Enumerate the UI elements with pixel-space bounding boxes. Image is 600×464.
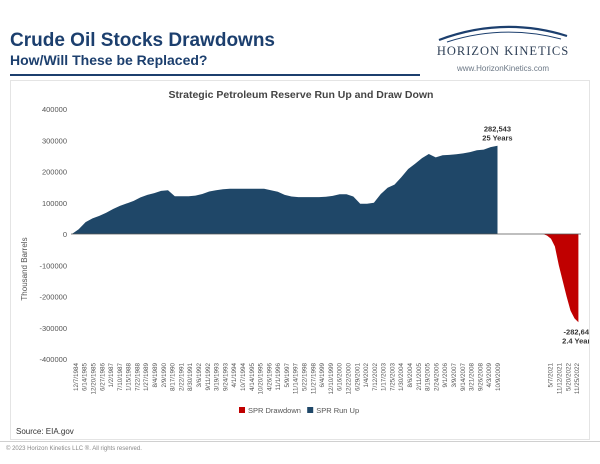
legend-swatch <box>239 407 245 413</box>
chart-areas <box>71 145 579 323</box>
y-tick-label: -100000 <box>39 261 67 270</box>
x-tick-label: 6/27/1986 <box>99 363 106 392</box>
copyright-footer: © 2023 Horizon Kinetics LLC ®. All right… <box>6 446 142 452</box>
x-tick-label: 12/7/1984 <box>73 363 80 392</box>
x-tick-label: 9/14/2007 <box>460 363 467 392</box>
x-tick-label: 7/25/2003 <box>389 363 396 392</box>
x-tick-label: 8/19/2005 <box>425 363 432 392</box>
x-tick-label: 2/22/1991 <box>178 363 185 392</box>
logo-name: HORIZON KINETICS <box>436 44 570 58</box>
x-tick-label: 11/1/1996 <box>275 363 282 391</box>
x-tick-label: 5/22/1998 <box>302 363 309 392</box>
annotation-value: 282,543 <box>484 125 511 134</box>
y-tick-label: 0 <box>63 230 67 239</box>
x-tick-label: 1/27/1989 <box>143 363 150 392</box>
x-tick-label: 12/22/2000 <box>346 363 353 395</box>
x-tick-label: 3/21/2008 <box>469 363 476 392</box>
x-axis-ticks: 12/7/1984 6/14/1985 12/20/1985 6/27/1986 1/2… <box>73 363 581 395</box>
x-tick-label: 9/1/2006 <box>442 363 449 388</box>
x-tick-label: 6/29/2001 <box>354 363 361 392</box>
logo-swoosh-icon <box>438 25 568 43</box>
chart-title: Strategic Petroleum Reserve Run Up and D… <box>168 89 434 101</box>
y-tick-label: -200000 <box>39 293 67 302</box>
y-tick-label: -300000 <box>39 324 67 333</box>
chart-legend: SPR Drawdown SPR Run Up <box>239 406 359 415</box>
x-tick-label: 1/2/1987 <box>108 363 115 388</box>
x-tick-label: 3/19/1993 <box>214 363 221 392</box>
footer-divider <box>0 441 600 442</box>
x-tick-label: 4/14/1995 <box>249 363 256 392</box>
annotation-value: -282,649 <box>564 327 589 336</box>
x-tick-label: 11/27/1998 <box>310 363 317 395</box>
x-tick-label: 6/14/1985 <box>82 363 89 392</box>
header-divider <box>10 74 420 76</box>
x-tick-label: 1/15/1988 <box>126 363 133 392</box>
x-tick-label: 8/17/1990 <box>170 363 177 392</box>
y-axis-label: Thousand Barrels <box>20 237 29 300</box>
annotation-label: 25 Years <box>482 134 512 143</box>
company-logo: HORIZON KINETICS www.HorizonKinetics.com <box>433 22 573 80</box>
x-tick-label: 8/30/1991 <box>187 363 194 392</box>
x-tick-label: 2/11/2005 <box>416 363 423 391</box>
x-tick-label: 9/11/1992 <box>205 363 212 391</box>
x-tick-label: 12/20/1985 <box>91 363 98 395</box>
source-note: Source: EIA.gov <box>16 427 74 436</box>
series-area-spr-run-up <box>71 145 498 234</box>
annotation-label: 2.4 Years <box>562 336 589 345</box>
y-tick-label: 400000 <box>42 105 67 114</box>
y-tick-label: -400000 <box>39 355 67 364</box>
x-tick-label: 5/7/2021 <box>548 363 555 388</box>
x-tick-label: 3/6/1992 <box>196 363 203 388</box>
x-tick-label: 10/20/1995 <box>258 363 265 395</box>
x-tick-label: 6/4/1999 <box>319 363 326 388</box>
y-axis-ticks: -400000 -300000 -200000 -100000 0 100000 20000… <box>39 105 67 364</box>
legend-label: SPR Run Up <box>316 406 359 415</box>
x-tick-label: 11/14/1997 <box>293 363 300 395</box>
x-tick-label: 7/12/2002 <box>372 363 379 392</box>
x-tick-label: 4/26/1996 <box>266 363 273 392</box>
x-tick-label: 1/30/2004 <box>398 363 405 392</box>
chart-panel: Strategic Petroleum Reserve Run Up and D… <box>10 80 590 440</box>
y-tick-label: 200000 <box>42 168 67 177</box>
x-tick-label: 3/9/2007 <box>451 363 458 388</box>
legend-swatch <box>307 407 314 413</box>
x-tick-label: 8/6/2004 <box>407 363 414 388</box>
x-tick-label: 4/1/1994 <box>231 363 238 388</box>
legend-label: SPR Drawdown <box>248 406 301 415</box>
x-tick-label: 1/17/2003 <box>381 363 388 392</box>
x-tick-label: 7/22/1988 <box>134 363 141 392</box>
x-tick-label: 9/24/1993 <box>222 363 229 392</box>
x-tick-label: 2/24/2006 <box>433 363 440 392</box>
x-tick-label: 2/9/1990 <box>161 363 168 388</box>
y-tick-label: 300000 <box>42 136 67 145</box>
spr-chart: Thousand Barrels -400000 -300000 -200000 -1… <box>20 105 589 415</box>
page-title: Crude Oil Stocks Drawdowns <box>10 30 275 51</box>
x-tick-label: 4/3/2009 <box>486 363 493 388</box>
series-area-spr-drawdown <box>543 234 579 323</box>
x-tick-label: 10/9/2009 <box>495 363 502 392</box>
x-tick-label: 11/12/2021 <box>557 363 564 395</box>
x-tick-label: 1/4/2002 <box>363 363 370 388</box>
y-tick-label: 100000 <box>42 199 67 208</box>
page-subtitle: How/Will These be Replaced? <box>10 52 208 68</box>
x-tick-label: 6/16/2000 <box>337 363 344 392</box>
x-tick-label: 8/4/1989 <box>152 363 159 388</box>
x-tick-label: 5/20/2022 <box>565 363 572 392</box>
x-tick-label: 9/26/2008 <box>477 363 484 392</box>
x-tick-label: 10/7/1994 <box>240 363 247 392</box>
x-tick-label: 5/9/1997 <box>284 363 291 388</box>
x-tick-label: 11/25/2022 <box>574 363 581 395</box>
x-tick-label: 7/10/1987 <box>117 363 124 392</box>
x-tick-label: 12/10/1999 <box>328 363 335 395</box>
logo-url: www.HorizonKinetics.com <box>456 64 550 73</box>
